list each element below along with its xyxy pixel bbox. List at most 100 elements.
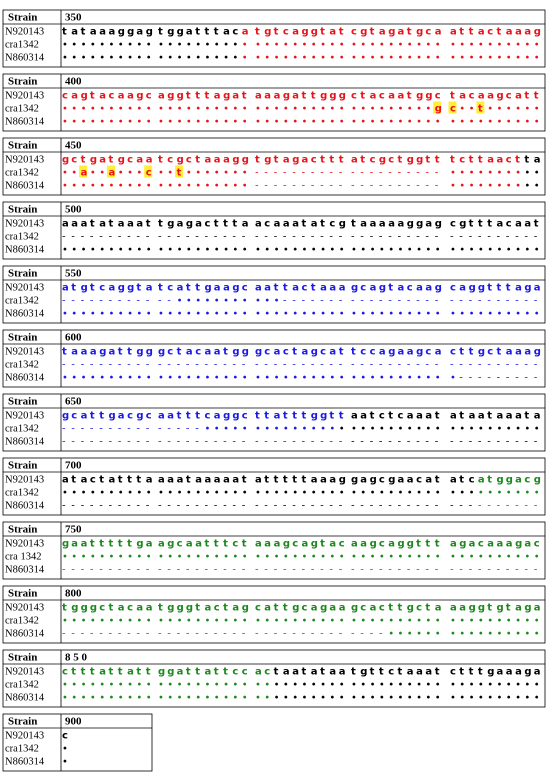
sequence-group: • • • • • • • • • •: [255, 616, 345, 627]
base: -: [214, 565, 218, 576]
base: t: [90, 667, 95, 678]
base: -: [109, 501, 113, 512]
base: c: [379, 539, 385, 550]
base: •: [370, 373, 376, 384]
base: •: [186, 296, 192, 307]
base: •: [255, 680, 261, 691]
base: •: [255, 373, 261, 384]
base: •: [478, 53, 484, 64]
base: -: [360, 501, 364, 512]
sequence-group: ----------: [158, 565, 246, 576]
base: g: [416, 91, 423, 102]
base: -: [90, 232, 94, 243]
base: •: [167, 245, 173, 256]
base: •: [292, 488, 298, 499]
base: •: [435, 629, 441, 640]
base: t: [515, 155, 520, 166]
base: -: [497, 501, 501, 512]
base: •: [450, 693, 456, 704]
highlight: [433, 101, 442, 114]
block-frame: [2, 521, 546, 580]
base: t: [274, 475, 279, 486]
base: •: [398, 245, 404, 256]
base: -: [320, 501, 324, 512]
base: •: [416, 53, 422, 64]
base: •: [360, 40, 366, 51]
sequence-group: ----------: [255, 360, 343, 371]
base: a: [329, 667, 336, 678]
base: •: [127, 488, 133, 499]
base: t: [339, 27, 344, 38]
base: •: [242, 616, 248, 627]
base: t: [459, 667, 464, 678]
base: •: [195, 296, 201, 307]
strain-name: cra1342: [5, 40, 39, 51]
base: •: [264, 117, 270, 128]
base: g: [186, 603, 193, 614]
base: t: [195, 155, 200, 166]
strain-name: N860314: [5, 309, 45, 320]
base: •: [146, 117, 152, 128]
base: t: [62, 347, 67, 358]
base: •: [459, 168, 465, 179]
base: g: [62, 155, 69, 166]
base: •: [127, 245, 133, 256]
base: •: [302, 245, 308, 256]
base: a: [214, 347, 221, 358]
highlight: [448, 101, 457, 114]
sequence-group: •: [62, 757, 68, 768]
sequence-group: ----------: [255, 565, 343, 576]
base: •: [264, 424, 270, 435]
base: •: [109, 117, 115, 128]
sequence-group: • • • • • • • • • •: [255, 53, 345, 64]
base: g: [158, 347, 165, 358]
base: •: [136, 616, 142, 627]
base: a: [167, 411, 174, 422]
base: -: [214, 501, 218, 512]
base: •: [118, 616, 124, 627]
base: •: [214, 245, 220, 256]
base: c: [534, 539, 540, 550]
base: •: [329, 616, 335, 627]
base: -: [534, 360, 538, 371]
base: c: [360, 603, 366, 614]
base: •: [146, 552, 152, 563]
base: -: [370, 501, 374, 512]
sequence-group: • • • • • • • • • •: [62, 552, 152, 563]
base: -: [81, 296, 85, 307]
base: -: [158, 296, 162, 307]
base: a: [360, 411, 367, 422]
base: •: [283, 104, 289, 115]
base: -: [264, 232, 268, 243]
base: •: [146, 104, 152, 115]
base: t: [146, 219, 151, 230]
base: a: [99, 155, 106, 166]
base: -: [146, 437, 150, 448]
base: a: [242, 219, 249, 230]
base: •: [497, 693, 503, 704]
base: t: [90, 219, 95, 230]
strain-name: cra1342: [5, 168, 39, 179]
base: t: [534, 91, 539, 102]
header-label: Strain: [8, 460, 37, 472]
base: -: [351, 168, 355, 179]
base: •: [339, 245, 345, 256]
base: t: [99, 475, 104, 486]
base: -: [487, 565, 491, 576]
base: -: [302, 437, 306, 448]
base: g: [351, 475, 358, 486]
base: •: [506, 181, 512, 192]
base: -: [370, 181, 374, 192]
base: t: [302, 91, 307, 102]
base: •: [214, 168, 220, 179]
base: •: [497, 104, 503, 115]
base: -: [274, 360, 278, 371]
base: -: [186, 424, 190, 435]
base: •: [81, 693, 87, 704]
base: c: [90, 475, 96, 486]
base: -: [311, 629, 315, 640]
base: •: [81, 680, 87, 691]
base: -: [311, 168, 315, 179]
